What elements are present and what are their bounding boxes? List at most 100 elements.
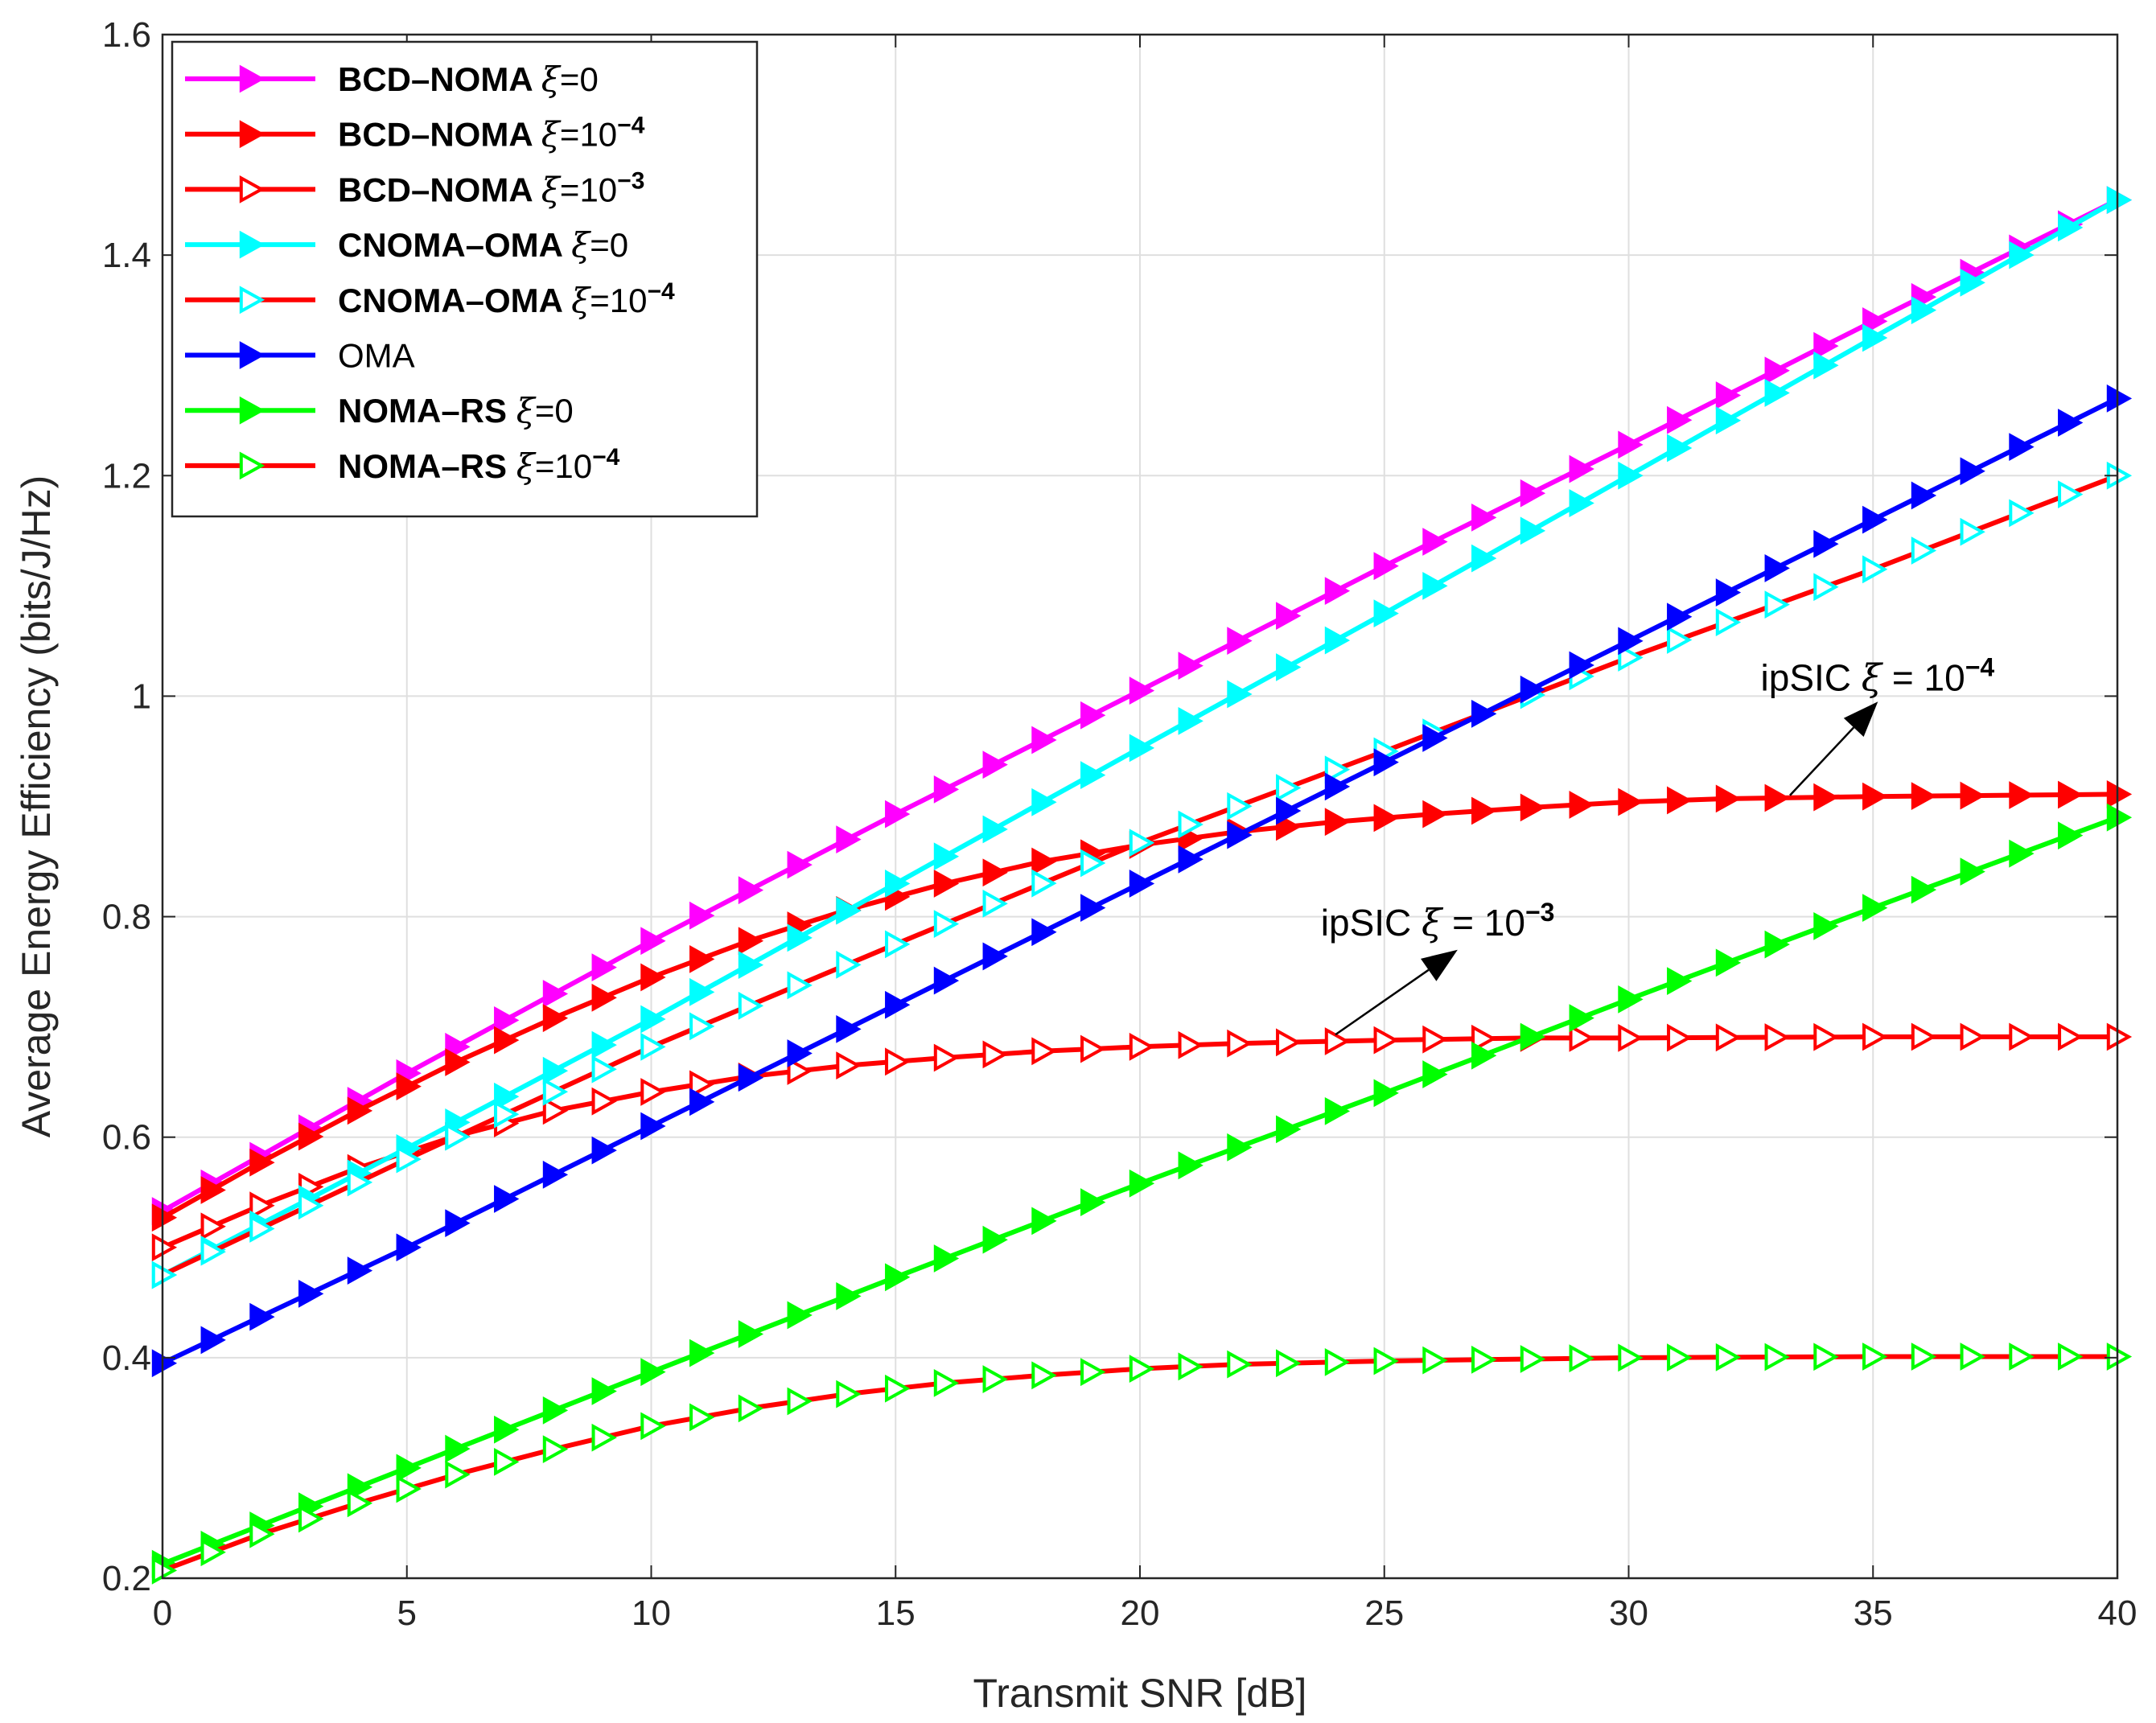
series-marker [347,1096,373,1125]
series-marker [1129,829,1155,857]
series-marker [2009,1022,2035,1051]
series-marker [1276,1115,1302,1144]
series-marker [1764,783,1790,812]
x-tick-label: 15 [876,1593,915,1633]
series-marker [2009,499,2035,528]
series-marker [836,1014,862,1043]
series-marker [1276,1349,1302,1378]
legend-entry: NOMA–RS ξ=0 [185,391,574,430]
series-marker [1569,791,1594,819]
series-marker [2058,780,2084,809]
series-marker [1520,479,1546,508]
annotation-arrow-shaft [1789,726,1855,796]
series-marker [787,1301,813,1330]
series-marker [1911,296,1937,325]
series-marker [2058,213,2084,242]
series-marker [933,910,960,939]
series-marker [982,815,1008,844]
series-marker [249,1191,275,1220]
series-marker [1276,812,1302,841]
series-marker [1031,918,1057,947]
series-marker [1911,1343,1937,1371]
series-marker [1618,985,1644,1014]
legend-marker [239,120,265,149]
series-marker [1960,1343,1985,1371]
series-marker [1373,599,1399,628]
series-marker [1422,1346,1448,1375]
series-marker [1960,1022,1985,1051]
series-marker [1618,627,1644,656]
series-marker [885,800,911,829]
series-marker [933,966,960,995]
series-marker [542,1160,569,1189]
series-marker [396,1474,422,1503]
series-marker [689,1070,715,1099]
series-marker [1080,1034,1106,1063]
legend-label: BCD–NOMA ξ=10−3 [338,167,644,209]
series-marker [1227,680,1253,709]
series-marker [1911,481,1937,510]
series-marker [982,858,1008,887]
series-marker [1667,626,1693,654]
series-marker [1227,1133,1253,1162]
series-marker [1031,1037,1057,1066]
y-tick-label: 1 [132,676,151,716]
series-marker [1813,351,1839,380]
series-marker [1422,528,1448,556]
series-marker [591,953,617,982]
series-8 [151,1343,2133,1585]
series-marker [1569,454,1594,483]
series-marker [933,1368,960,1397]
series-marker [2106,803,2133,832]
series-marker [738,1063,764,1092]
series-marker [1520,793,1546,822]
series-marker [1715,784,1742,813]
series-marker [1960,857,1985,886]
series-marker [1862,1343,1888,1371]
series-marker [200,1237,226,1266]
series-marker [1667,786,1693,815]
series-marker [1471,1024,1497,1053]
x-tick-label: 0 [153,1593,172,1633]
series-marker [1520,675,1546,704]
series-marker [1276,774,1302,802]
annotation-arrow-shaft [1335,968,1430,1036]
series-marker [1862,323,1888,352]
series-marker [836,1051,862,1080]
series-marker [542,980,569,1008]
legend-marker [239,286,265,315]
series-marker [787,850,813,879]
series-marker [885,930,911,959]
legend-box [171,40,759,518]
series-marker [836,825,862,854]
series-marker [689,901,715,930]
legend-entry: BCD–NOMA ξ=10−3 [185,167,644,209]
annotation-arrow-head [1421,949,1458,981]
series-marker [151,1233,178,1262]
series-marker [1031,726,1057,755]
series-marker [445,1122,471,1151]
series-marker [982,942,1008,971]
series-marker [1813,911,1839,940]
series-marker [1715,948,1742,977]
series-marker [640,963,666,992]
series-marker [1422,1060,1448,1088]
series-marker [1764,356,1790,385]
series-marker [200,1176,226,1204]
series-marker [1129,676,1155,705]
series-marker [1569,651,1594,680]
series-marker [1080,894,1106,923]
series-marker [1422,571,1448,600]
series-marker [591,983,617,1012]
series-marker [1178,707,1203,735]
series-layer [151,186,2133,1585]
series-marker [249,1519,275,1548]
series-marker [1129,1032,1155,1061]
legend-marker [239,64,265,93]
series-marker [1813,529,1839,558]
annotation-2: ipSIC ξ = 10−3 [1321,898,1554,1036]
series-marker [151,1203,178,1232]
series-marker [1129,1169,1155,1198]
legend-marker [239,396,265,425]
x-tick-label: 40 [2098,1593,2137,1633]
